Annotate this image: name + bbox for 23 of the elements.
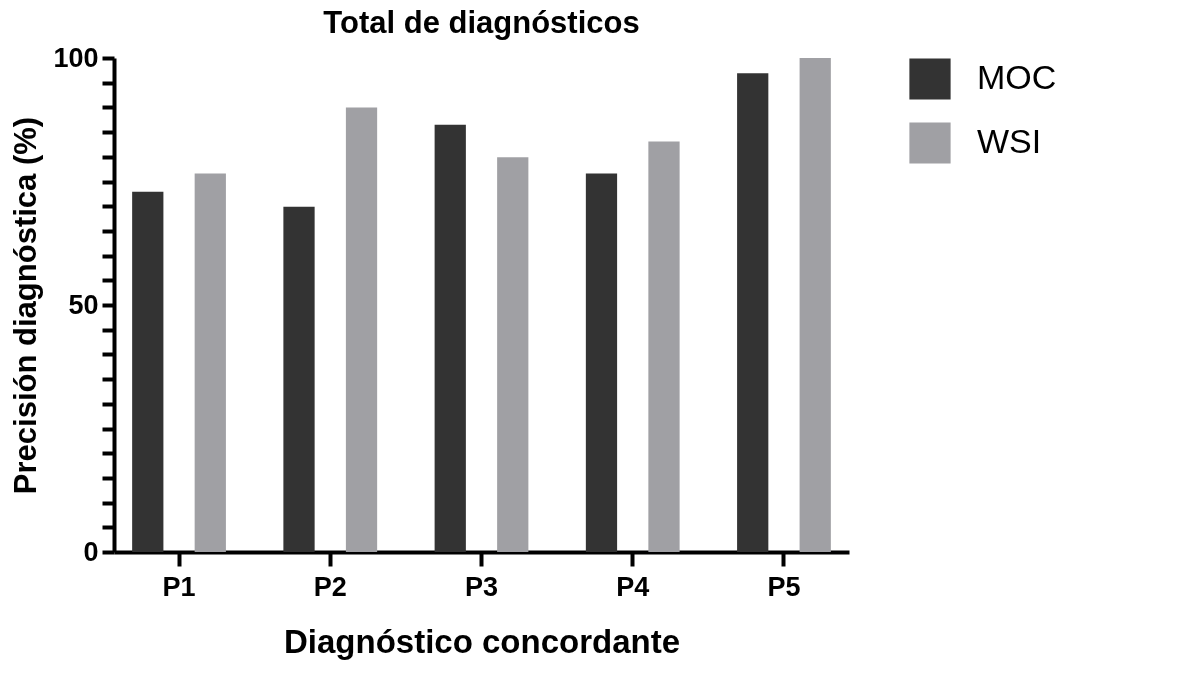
y-tick-label: 50 <box>68 289 99 320</box>
legend-label: MOC <box>977 58 1057 96</box>
bar <box>434 124 466 552</box>
bar <box>799 58 831 552</box>
bar <box>283 206 315 552</box>
x-tick-label: P2 <box>313 571 347 602</box>
bar <box>648 141 680 552</box>
y-tick-label: 100 <box>53 42 99 73</box>
bar <box>497 157 529 552</box>
bar <box>737 73 769 552</box>
x-tick-label: P4 <box>616 571 650 602</box>
x-tick-label: P5 <box>767 571 801 602</box>
x-tick-label: P3 <box>464 571 499 602</box>
y-tick-label: 0 <box>83 536 99 567</box>
bar <box>585 173 618 552</box>
chart-title: Total de diagnósticos <box>323 5 640 40</box>
bar <box>132 191 164 552</box>
x-tick-label: P1 <box>162 571 196 602</box>
legend-label: WSI <box>977 122 1042 160</box>
bar <box>345 107 378 552</box>
y-axis-title: Precisión diagnóstica (%) <box>8 116 44 495</box>
bar <box>194 173 226 552</box>
x-axis-title: Diagnóstico concordante <box>283 622 681 660</box>
